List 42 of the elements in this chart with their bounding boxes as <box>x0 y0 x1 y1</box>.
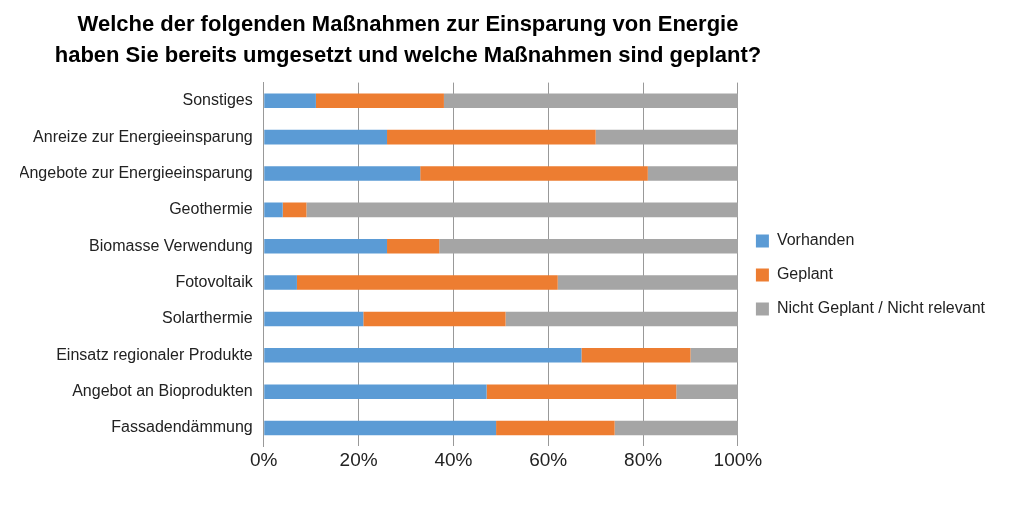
y-tick-label: Einsatz regionaler Produkte <box>56 345 253 363</box>
x-tick-label: 100% <box>713 448 763 470</box>
legend-label: Vorhanden <box>776 231 855 249</box>
bar <box>690 348 738 363</box>
bar <box>264 311 364 327</box>
bar <box>486 384 677 399</box>
bar <box>264 129 388 145</box>
x-tick-label: 80% <box>624 448 663 470</box>
bar <box>581 348 691 363</box>
bar <box>315 93 444 109</box>
legend-label: Geplant <box>776 265 834 283</box>
y-tick-label: Anreize zur Energieeinsparung <box>33 127 253 145</box>
bar <box>647 166 738 181</box>
x-tick-label: 60% <box>529 448 568 470</box>
bar <box>264 420 497 436</box>
y-tick-label: Biomasse Verwendung <box>89 236 253 254</box>
bar <box>264 348 582 363</box>
y-tick-label: Geothermie <box>169 200 253 218</box>
bar <box>296 275 558 290</box>
chart-title: Welche der folgenden Maßnahmen zur Einsparung von Energie haben Sie bereits umgesetzt und welche Maßnahmen sind geplant? <box>53 10 763 69</box>
y-tick-label: Fassadendämmung <box>111 418 253 436</box>
legend-label: Nicht Geplant / Nicht relevant <box>776 299 986 317</box>
bar <box>676 384 738 399</box>
x-tick-label: 0% <box>250 448 278 470</box>
y-tick-label: Solarthermie <box>162 309 253 327</box>
bar <box>387 129 596 145</box>
bar <box>496 420 615 436</box>
x-tick-label: 40% <box>434 448 473 470</box>
bar <box>264 384 487 399</box>
bar <box>264 202 283 218</box>
bar <box>264 275 297 290</box>
bar <box>387 238 440 254</box>
bar <box>363 311 506 327</box>
bar <box>282 202 307 218</box>
bar <box>420 166 648 181</box>
bar <box>264 93 316 109</box>
y-tick-label: Fotovoltaik <box>175 272 254 290</box>
y-tick-label: Sonstiges <box>182 91 253 109</box>
bar <box>264 166 421 181</box>
x-tick-label: 20% <box>339 448 378 470</box>
y-tick-label: Angebot an Bioprodukten <box>72 382 253 400</box>
bar <box>264 238 388 254</box>
